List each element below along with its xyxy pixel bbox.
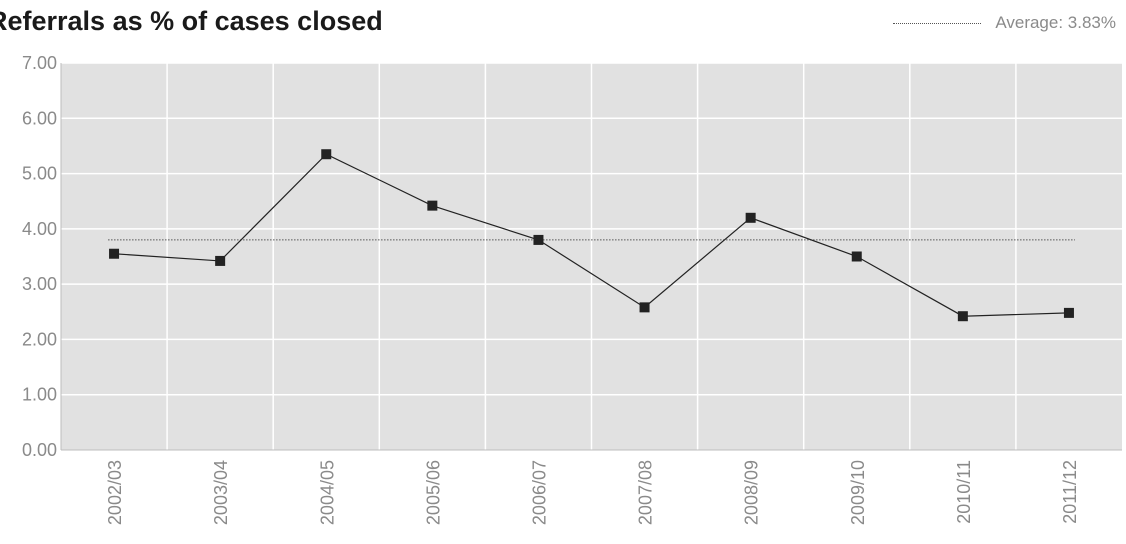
y-tick-label: 1.00 xyxy=(22,385,57,405)
y-tick-label: 2.00 xyxy=(22,329,57,349)
x-tick-label: 2004/05 xyxy=(317,460,337,525)
gridlines xyxy=(60,62,1122,451)
data-point xyxy=(1063,307,1074,318)
y-tick-label: 7.00 xyxy=(22,53,57,73)
series-line xyxy=(114,153,1069,317)
chart-title: Referrals as % of cases closed xyxy=(0,6,383,36)
y-tick-label: 5.00 xyxy=(22,164,57,184)
y-tick-label: 0.00 xyxy=(22,440,57,460)
x-axis-ticks: 2002/03 2003/04 2004/05 2005/06 2006/07 2007/… xyxy=(105,460,1080,525)
x-tick-label: 2008/09 xyxy=(742,460,762,525)
legend: Average: 3.83% xyxy=(893,13,1116,33)
data-point xyxy=(321,149,332,160)
x-tick-label: 2003/04 xyxy=(211,460,231,525)
average-legend-label: Average: 3.83% xyxy=(995,13,1116,32)
x-tick-label: 2009/10 xyxy=(848,460,868,525)
data-point xyxy=(109,248,120,259)
x-tick-label: 2011/12 xyxy=(1060,460,1080,524)
data-point xyxy=(957,311,968,322)
data-point xyxy=(533,234,544,245)
x-tick-label: 2005/06 xyxy=(423,460,443,525)
y-tick-label: 3.00 xyxy=(22,274,57,294)
average-legend-swatch xyxy=(893,22,982,24)
y-tick-label: 6.00 xyxy=(22,108,57,128)
data-point xyxy=(215,255,226,266)
y-axis-ticks: 0.00 1.00 2.00 3.00 4.00 5.00 6.00 7.00 xyxy=(22,53,57,460)
x-tick-label: 2006/07 xyxy=(529,460,549,525)
x-tick-label: 2002/03 xyxy=(105,460,125,525)
data-point xyxy=(851,251,862,262)
x-tick-label: 2010/11 xyxy=(954,460,974,524)
series-group xyxy=(109,149,1074,322)
data-point xyxy=(745,212,756,223)
data-point xyxy=(427,200,438,211)
data-point xyxy=(639,302,650,313)
y-tick-label: 4.00 xyxy=(22,219,57,239)
x-tick-label: 2007/08 xyxy=(636,460,656,525)
